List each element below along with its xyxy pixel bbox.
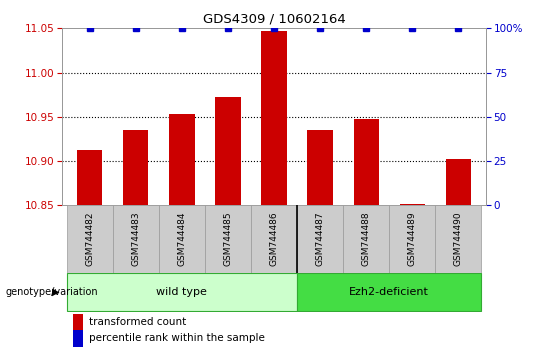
FancyBboxPatch shape	[159, 205, 205, 273]
FancyBboxPatch shape	[435, 205, 481, 273]
Text: GSM744490: GSM744490	[454, 212, 463, 266]
FancyBboxPatch shape	[67, 205, 113, 273]
Bar	[446, 159, 471, 205]
Text: transformed count: transformed count	[89, 318, 186, 327]
Text: genotype/variation: genotype/variation	[5, 287, 98, 297]
FancyBboxPatch shape	[343, 205, 389, 273]
FancyBboxPatch shape	[297, 273, 481, 311]
Bar	[400, 204, 425, 205]
Text: ▶: ▶	[52, 287, 59, 297]
Text: GSM744487: GSM744487	[315, 212, 325, 266]
Text: GSM744488: GSM744488	[362, 212, 370, 266]
FancyBboxPatch shape	[113, 205, 159, 273]
Title: GDS4309 / 10602164: GDS4309 / 10602164	[202, 13, 346, 26]
FancyBboxPatch shape	[389, 205, 435, 273]
FancyBboxPatch shape	[205, 205, 251, 273]
Text: GSM744482: GSM744482	[85, 212, 94, 266]
Text: Ezh2-deficient: Ezh2-deficient	[349, 287, 429, 297]
Bar	[307, 130, 333, 205]
FancyBboxPatch shape	[297, 205, 343, 273]
FancyBboxPatch shape	[251, 205, 297, 273]
Bar	[215, 97, 241, 205]
Text: percentile rank within the sample: percentile rank within the sample	[89, 333, 265, 343]
FancyBboxPatch shape	[67, 273, 297, 311]
Bar	[261, 31, 287, 205]
Bar	[123, 130, 148, 205]
Text: GSM744483: GSM744483	[131, 212, 140, 266]
Text: wild type: wild type	[157, 287, 207, 297]
Text: GSM744486: GSM744486	[269, 212, 279, 266]
Text: GSM744484: GSM744484	[178, 212, 186, 266]
Text: GSM744489: GSM744489	[408, 212, 417, 266]
Bar	[169, 114, 194, 205]
Bar	[354, 120, 379, 205]
Text: GSM744485: GSM744485	[224, 212, 233, 266]
Bar	[77, 150, 103, 205]
